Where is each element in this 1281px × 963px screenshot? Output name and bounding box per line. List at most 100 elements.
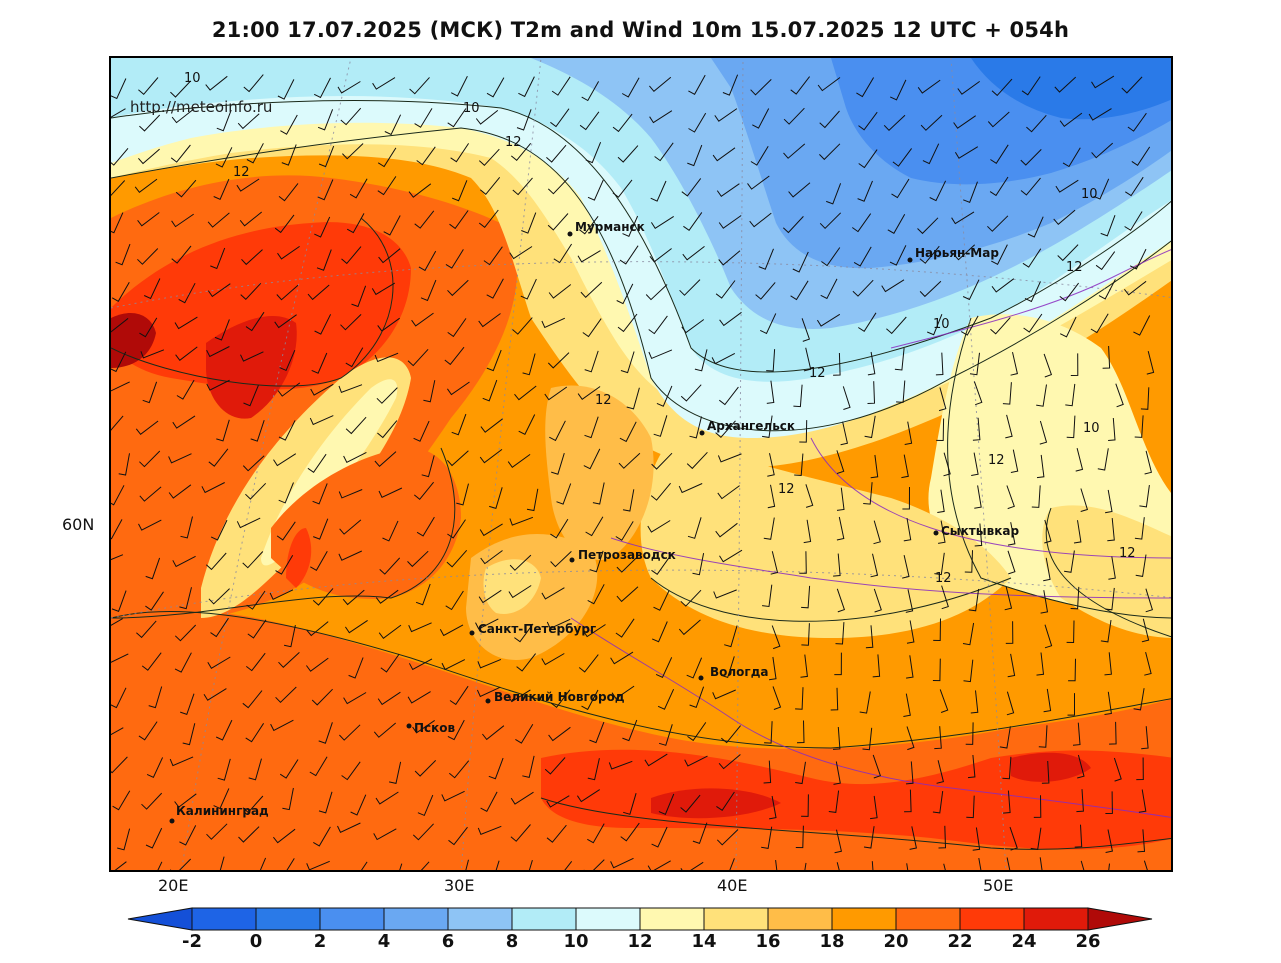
wind-barb [1053,209,1076,226]
city-veliky-novgorod[interactable]: Великий Новгород [485,690,625,704]
wind-barb [416,146,436,166]
temp-band-26-west [206,315,297,419]
wind-barb [654,142,674,162]
wind-barb [1108,556,1116,580]
wind-barb [587,823,605,844]
wind-barb [311,352,328,374]
wind-barb [617,313,638,333]
wind-barb [378,248,401,264]
svg-text:Калининград: Калининград [176,804,269,818]
wind-barb [1070,353,1079,376]
wind-barb [550,551,572,568]
wind-barb [1146,350,1155,375]
wind-barb [283,624,296,648]
city-naryan-mar[interactable]: Нарьян-Мар [907,246,1000,263]
city-vologda[interactable]: Вологда [698,665,769,681]
wind-barb [373,828,397,841]
wind-barb [312,588,334,606]
wind-barb [138,721,158,741]
wind-barb [828,790,840,813]
wind-barb [585,516,604,537]
wind-barb [883,114,906,132]
wind-barb [477,658,502,669]
wind-barb [953,244,976,261]
wind-barb [205,552,227,571]
wind-barb [581,689,599,711]
wind-barb [1088,108,1112,121]
wind-barb [114,861,127,870]
wind-barb [750,146,769,166]
wind-barb [377,691,401,706]
wind-barb [712,689,736,700]
wind-barb [891,178,910,199]
wind-barb [852,279,874,297]
wind-barb [619,245,639,265]
wind-barb [836,516,845,541]
city-murmansk[interactable]: Мурманск [567,220,645,237]
wind-barb [528,859,533,870]
wind-barb [1023,313,1043,333]
wind-barb [803,347,812,372]
wind-barb [1006,857,1011,870]
wind-barb [111,147,129,166]
wind-barb [799,420,808,443]
wind-barb [592,482,605,505]
colorbar-cell [383,907,449,931]
wind-barb [972,417,981,441]
wind-barb [138,519,162,531]
wind-barb [584,416,599,439]
city-arkhangelsk[interactable]: Архангельск [699,419,796,436]
colorbar-cell [959,907,1025,931]
wind-barb [966,795,975,819]
wind-barb [239,211,263,227]
wind-barb [247,619,267,639]
wind-barb [650,482,671,501]
wind-barb [963,181,978,203]
wind-barb [616,586,639,603]
wind-barb [548,726,571,742]
wind-barb [478,209,499,229]
colorbar-tick-label: 4 [377,931,391,952]
wind-barb [836,487,845,511]
isotherm-label: 12 [595,393,612,408]
city-saint-petersburg[interactable]: Санкт-Петербург [469,622,597,636]
wind-barb [486,349,502,372]
wind-barb [1098,279,1116,300]
wind-barb [937,489,945,513]
wind-barb [445,249,464,269]
city-pskov[interactable]: Псков [406,721,456,735]
city-petrozavodsk[interactable]: Петрозаводск [569,548,676,563]
wind-barb [510,824,531,842]
wind-barb [172,415,196,429]
wind-barb [713,589,737,599]
wind-barb [170,144,191,163]
wind-barb [934,726,942,750]
wind-barb [168,453,192,464]
wind-barb [758,248,774,270]
colorbar-cell [255,907,321,931]
wind-barb [1136,757,1144,781]
wind-barb [507,453,531,468]
wind-barb [380,653,400,673]
wind-barb [1080,488,1089,512]
wind-barb [608,760,633,770]
map-frame[interactable]: 10 10 12 12 10 12 10 12 12 10 12 12 12 1… [109,56,1173,872]
wind-barb [509,246,533,260]
wind-barb [313,77,331,99]
wind-barb [383,215,401,236]
city-syktyvkar[interactable]: Сыктывкар [933,524,1020,538]
wind-barb [999,726,1011,749]
city-kaliningrad[interactable]: Калининград [169,804,270,824]
colorbar-tick-label: 14 [691,931,717,952]
wind-barb [342,589,365,606]
wind-barb [1007,653,1016,678]
wind-barb [729,858,735,870]
wind-barb [651,452,673,470]
wind-barb [871,861,874,870]
wind-barb [112,790,131,811]
wind-barb [479,449,503,464]
wind-barb [934,552,945,576]
wind-barb [273,828,296,844]
wind-barb [449,685,469,706]
wind-barb [795,825,804,849]
